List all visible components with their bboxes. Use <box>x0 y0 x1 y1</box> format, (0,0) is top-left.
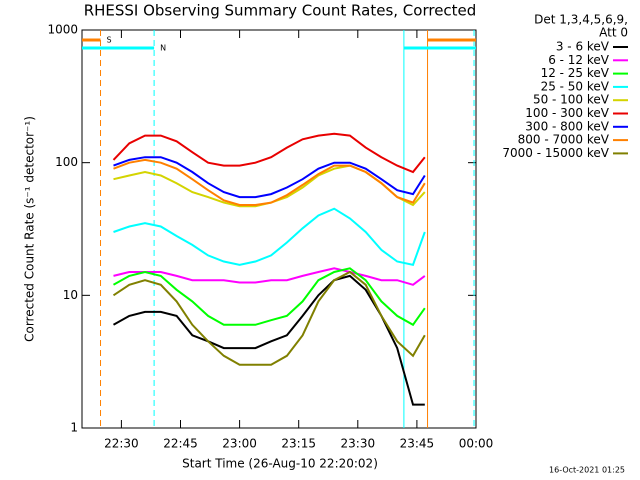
x-tick-label: 22:30 <box>104 437 139 451</box>
footer-date: 16-Oct-2021 01:25 <box>549 466 625 475</box>
legend-label: 50 - 100 keV <box>533 93 610 107</box>
series-line <box>113 267 426 286</box>
legend-header: Att 0 <box>599 26 628 40</box>
y-axis-label: Corrected Count Rate (s⁻¹ detector⁻¹) <box>23 116 37 342</box>
legend-label: 100 - 300 keV <box>525 106 609 120</box>
x-axis-label: Start Time (26-Aug-10 22:20:02) <box>182 457 378 471</box>
legend-header: Det 1,3,4,5,6,9, <box>534 13 628 27</box>
series-line <box>113 156 426 199</box>
flag-label: S <box>107 36 112 45</box>
chart-title: RHESSI Observing Summary Count Rates, Co… <box>84 2 477 20</box>
legend-label: 300 - 800 keV <box>525 119 609 133</box>
legend-label: 3 - 6 keV <box>556 40 610 54</box>
x-tick-label: 23:00 <box>222 437 257 451</box>
series-line <box>113 207 426 266</box>
series-line <box>112 270 426 366</box>
legend-label: 800 - 7000 keV <box>518 133 610 147</box>
x-tick-label: 23:45 <box>400 437 435 451</box>
flag-label: N <box>160 44 166 53</box>
legend-label: 6 - 12 keV <box>548 53 610 67</box>
y-tick-label: 100 <box>55 155 78 169</box>
legend-label: 7000 - 15000 keV <box>502 146 609 160</box>
y-tick-label: 1000 <box>47 23 78 37</box>
x-tick-label: 23:15 <box>281 437 316 451</box>
series-line <box>112 132 426 174</box>
y-tick-label: 10 <box>63 288 78 302</box>
x-tick-label: 23:30 <box>341 437 376 451</box>
plot-frame <box>81 29 477 429</box>
y-tick-label: 1 <box>70 421 78 435</box>
series-line <box>113 158 426 206</box>
legend-label: 12 - 25 keV <box>541 66 610 80</box>
series-line <box>113 267 426 327</box>
x-tick-label: 00:00 <box>459 437 494 451</box>
legend-label: 25 - 50 keV <box>541 79 610 93</box>
x-tick-label: 22:45 <box>163 437 198 451</box>
